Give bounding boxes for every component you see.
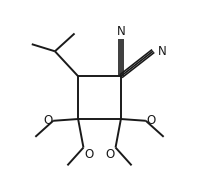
Text: O: O — [84, 148, 94, 161]
Text: O: O — [43, 114, 52, 127]
Text: O: O — [147, 114, 156, 127]
Text: N: N — [158, 45, 166, 58]
Text: O: O — [105, 148, 115, 161]
Text: N: N — [116, 25, 125, 38]
